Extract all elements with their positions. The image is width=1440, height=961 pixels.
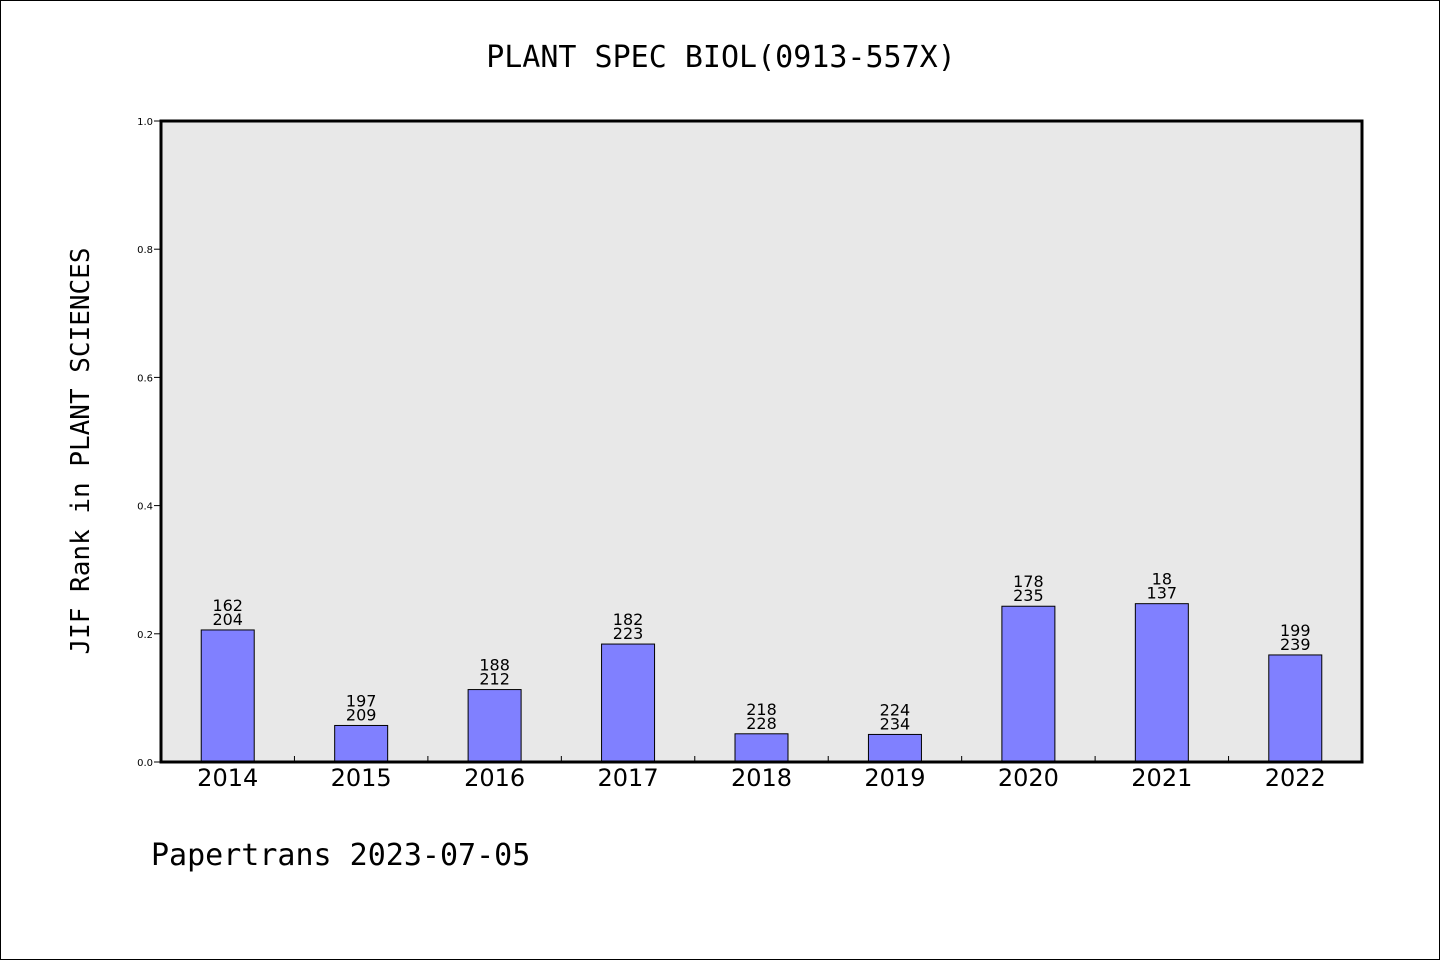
- y-tick-label: 0.4: [137, 502, 153, 513]
- chart-title: PLANT SPEC BIOL(0913-557X): [486, 40, 956, 75]
- bar-label-total: 204: [212, 610, 243, 629]
- bar-label-rank: 199: [1280, 621, 1311, 640]
- bar-label-total: 234: [880, 714, 911, 733]
- bar-2016: [467, 689, 522, 763]
- x-tick-label: 2021: [1131, 764, 1192, 792]
- x-tick-label: 2015: [331, 764, 392, 792]
- bar-label-total: 235: [1013, 586, 1044, 605]
- y-tick-label: 0.8: [137, 245, 153, 256]
- bar-2020: [1001, 605, 1056, 763]
- bar-label-rank: 188: [479, 656, 510, 675]
- bar-2022: [1268, 654, 1323, 763]
- bar-label-total: 239: [1280, 635, 1311, 654]
- x-tick-label: 2017: [598, 764, 659, 792]
- bar-2021: [1134, 603, 1189, 763]
- bar-label-rank: 178: [1013, 572, 1044, 591]
- bar-label-total: 137: [1147, 584, 1178, 603]
- x-axis-ticks: 2014 2015 2016 2017 2018 2019 2020 2021 2022: [197, 756, 1326, 792]
- y-axis-label: JIF Rank in PLANT SCIENCES: [66, 248, 96, 655]
- bar-label-rank: 162: [212, 596, 243, 615]
- x-tick-label: 2014: [197, 764, 258, 792]
- bar-label-rank: 218: [746, 700, 777, 719]
- x-tick-label: 2018: [731, 764, 792, 792]
- bar-label-total: 228: [746, 714, 777, 733]
- y-tick-label: 0.0: [137, 758, 153, 769]
- bar-label-rank: 224: [880, 700, 911, 719]
- footer-text: Papertrans 2023-07-05: [151, 838, 530, 873]
- bar-label-rank: 182: [613, 610, 644, 629]
- bars: [200, 603, 1323, 763]
- bar-2014: [200, 629, 255, 763]
- bar-2015: [334, 724, 389, 763]
- bar-label-rank: 197: [346, 691, 377, 710]
- x-tick-label: 2020: [998, 764, 1059, 792]
- y-tick-label: 0.6: [137, 373, 153, 384]
- bar-label-total: 209: [346, 705, 377, 724]
- y-tick-label: 0.2: [137, 630, 153, 641]
- bar-2019: [867, 733, 922, 763]
- x-tick-label: 2016: [464, 764, 525, 792]
- x-tick-label: 2022: [1265, 764, 1326, 792]
- bar-label-total: 223: [613, 624, 644, 643]
- bar-label-total: 212: [479, 670, 510, 689]
- bar-label-rank: 18: [1152, 570, 1172, 589]
- y-axis-ticks: 0.0 0.2 0.4 0.6 0.8 1.0: [137, 117, 161, 769]
- bar-labels: 1622041972091882121822232182282242341782…: [212, 570, 1310, 734]
- bar-2017: [601, 643, 656, 763]
- x-tick-label: 2019: [864, 764, 925, 792]
- y-tick-label: 1.0: [137, 117, 153, 128]
- bar-2018: [734, 733, 789, 763]
- plot-border: [159, 119, 1364, 764]
